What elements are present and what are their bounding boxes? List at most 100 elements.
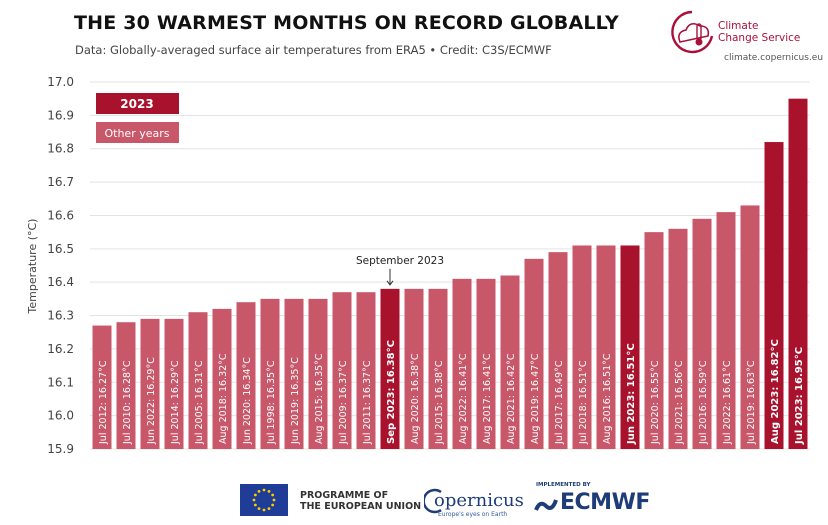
eu-star-icon (253, 493, 257, 497)
bar (644, 232, 664, 449)
y-axis-ticks: 15.9 16.0 16.1 16.2 16.3 16.4 16.5 16.6 16.7 16.8… (47, 75, 74, 456)
y-tick-label: 16.3 (47, 309, 74, 323)
bar (236, 302, 256, 449)
bar-label: Jul 2017: 16.49°C (554, 360, 565, 445)
y-tick-label: 16.2 (47, 342, 74, 356)
page-title: THE 30 WARMEST MONTHS ON RECORD GLOBALLY (74, 12, 619, 34)
bar-label: Jul 2009: 16.37°C (338, 360, 349, 445)
bar-label: Jul 2015: 16.38°C (434, 360, 445, 445)
bar (428, 288, 448, 449)
page-subtitle: Data: Globally-averaged surface air temp… (75, 43, 552, 57)
legend: 2023 Other years (96, 93, 179, 143)
eu-star-icon (267, 507, 271, 511)
bar (404, 288, 424, 449)
eu-star-icon (262, 508, 266, 512)
eu-star-icon (262, 488, 266, 492)
bar-label: Sep 2023: 16.38°C (386, 340, 397, 444)
bar (140, 318, 160, 449)
bar-label: Jul 2005: 16.31°C (194, 360, 205, 445)
eu-programme-text: PROGRAMME OF THE EUROPEAN UNION (300, 490, 422, 512)
bar-label: Jul 2022: 16.61°C (722, 360, 733, 445)
bar (380, 288, 400, 449)
y-tick-label: 16.1 (47, 375, 74, 389)
y-tick-label: 15.9 (47, 442, 74, 456)
bar (716, 212, 736, 449)
ecmwf-implemented-by: IMPLEMENTED BY (536, 482, 591, 488)
bar (524, 258, 544, 449)
eu-star-icon (257, 507, 261, 511)
eu-star-icon (271, 493, 275, 497)
bar (500, 275, 520, 449)
c3s-logo[interactable]: Climate Change Service climate.copernicu… (668, 6, 823, 66)
eu-star-icon (272, 498, 276, 502)
bar-label: Aug 2022: 16.41°C (458, 353, 469, 444)
ecmwf-wave-icon (534, 499, 558, 511)
y-axis-label: Temperature (°C) (26, 219, 39, 315)
eu-star-icon (257, 489, 261, 493)
y-tick-label: 16.4 (47, 275, 74, 289)
bar-label: Aug 2019: 16.47°C (530, 353, 541, 444)
y-tick-label: 16.6 (47, 208, 74, 222)
bar-label: Jun 2019: 16.35°C (290, 357, 301, 445)
bar-label: Aug 2021: 16.42°C (506, 353, 517, 444)
bar (620, 245, 640, 449)
bar (212, 308, 232, 449)
brand-url[interactable]: climate.copernicus.eu (724, 53, 824, 63)
bar-label: Jul 2018: 16.51°C (578, 360, 589, 445)
y-tick-label: 16.8 (47, 142, 74, 156)
copernicus-logo[interactable]: opernicus Europe's eyes on Earth (424, 484, 524, 518)
bar-label: Aug 2016: 16.51°C (602, 353, 613, 444)
ecmwf-logo[interactable]: IMPLEMENTED BY ECMWF (534, 482, 664, 518)
legend-other-label: Other years (104, 127, 169, 140)
bar (260, 298, 280, 449)
bar-label: Jul 1998: 16.35°C (266, 360, 277, 445)
legend-2023-swatch (96, 93, 179, 114)
bar (164, 318, 184, 449)
brand-name: Climate Change Service (718, 20, 801, 44)
ecmwf-name: ECMWF (560, 490, 650, 515)
bar (668, 228, 688, 449)
bar-label: Jul 2012: 16.27°C (98, 360, 109, 445)
bar (548, 252, 568, 449)
bar (92, 325, 112, 449)
bar (476, 278, 496, 449)
bar-labels-group: Jul 2012: 16.27°C Jul 2010: 16.28°C Jun 20… (98, 339, 805, 445)
footer-logos: PROGRAMME OF THE EUROPEAN UNION opernicu… (0, 478, 828, 525)
bar (788, 98, 808, 449)
c3s-emblem-icon (671, 10, 714, 54)
bar-label: Jul 2014: 16.29°C (170, 360, 181, 445)
bar (332, 292, 352, 449)
bar-label: Jul 2020: 16.55°C (650, 360, 661, 445)
bar (452, 278, 472, 449)
bar (284, 298, 304, 449)
y-tick-label: 16.9 (47, 108, 74, 122)
bar-label: Jun 2023: 16.51°C (626, 343, 637, 445)
eu-star-icon (271, 503, 275, 507)
bar-label: Jul 2010: 16.28°C (122, 360, 133, 445)
copernicus-name: opernicus (434, 490, 524, 511)
bar-label: Aug 2023: 16.82°C (770, 339, 781, 444)
eu-flag-icon (240, 484, 288, 516)
bar-label: Jun 2022: 16.29°C (146, 357, 157, 445)
bar-label: Aug 2020: 16.38°C (410, 353, 421, 444)
annotation: September 2023 (356, 255, 444, 286)
bars-group (92, 98, 808, 449)
annotation-arrowhead (386, 280, 394, 286)
eu-star-icon (267, 489, 271, 493)
bar-label: Jul 2021: 16.56°C (674, 360, 685, 445)
legend-other-swatch (96, 122, 179, 143)
y-tick-label: 16.5 (47, 242, 74, 256)
bar (572, 245, 592, 449)
eu-star-icon (253, 503, 257, 507)
y-grid (90, 81, 810, 450)
annotation-label: September 2023 (356, 255, 444, 267)
legend-2023-label: 2023 (120, 97, 153, 111)
bar-label: Jul 2019: 16.63°C (746, 360, 757, 445)
y-tick-label: 16.0 (47, 409, 74, 423)
y-tick-label: 17.0 (47, 75, 74, 89)
copernicus-c-icon (424, 488, 442, 514)
bar (740, 205, 760, 449)
bar-label: Aug 2017: 16.41°C (482, 353, 493, 444)
bar-label: Jul 2016: 16.59°C (698, 360, 709, 445)
y-tick-label: 16.7 (47, 175, 74, 189)
